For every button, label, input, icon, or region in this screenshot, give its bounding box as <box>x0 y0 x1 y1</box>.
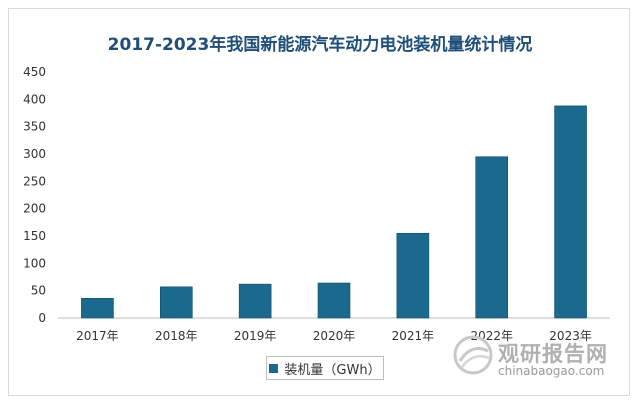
x-tick-label: 2020年 <box>313 329 356 343</box>
x-tick-label: 2019年 <box>234 329 277 343</box>
y-tick-label: 300 <box>23 147 46 161</box>
bar <box>238 283 272 319</box>
x-tick-label: 2023年 <box>549 329 592 343</box>
y-tick-label: 200 <box>23 202 46 216</box>
bar <box>317 282 351 319</box>
y-tick-label: 50 <box>31 284 46 298</box>
watermark: 观研报告网 chinabaogao.com <box>452 334 622 380</box>
y-tick-label: 150 <box>23 229 46 243</box>
bar <box>159 286 193 319</box>
y-tick-label: 400 <box>23 92 46 106</box>
watermark-brand: 观研报告网 <box>498 342 608 366</box>
y-tick-label: 250 <box>23 174 46 188</box>
bar <box>396 232 430 319</box>
chart-title: 2017-2023年我国新能源汽车动力电池装机量统计情况 <box>107 35 533 55</box>
bar <box>475 156 509 319</box>
legend: 装机量（GWh） <box>266 356 384 380</box>
x-tick-label: 2017年 <box>76 329 119 343</box>
y-tick-label: 350 <box>23 120 46 134</box>
watermark-url: chinabaogao.com <box>498 364 605 378</box>
legend-label: 装机量（GWh） <box>284 362 381 378</box>
x-tick-label: 2018年 <box>155 329 198 343</box>
y-tick-label: 450 <box>23 65 46 79</box>
watermark-logo-icon <box>453 335 493 375</box>
chart-border <box>8 8 630 396</box>
legend-swatch <box>269 363 279 373</box>
bar <box>81 298 114 319</box>
bar <box>554 105 587 319</box>
y-tick-label: 100 <box>23 256 46 270</box>
y-tick-label: 0 <box>38 311 46 325</box>
x-tick-label: 2021年 <box>392 329 435 343</box>
